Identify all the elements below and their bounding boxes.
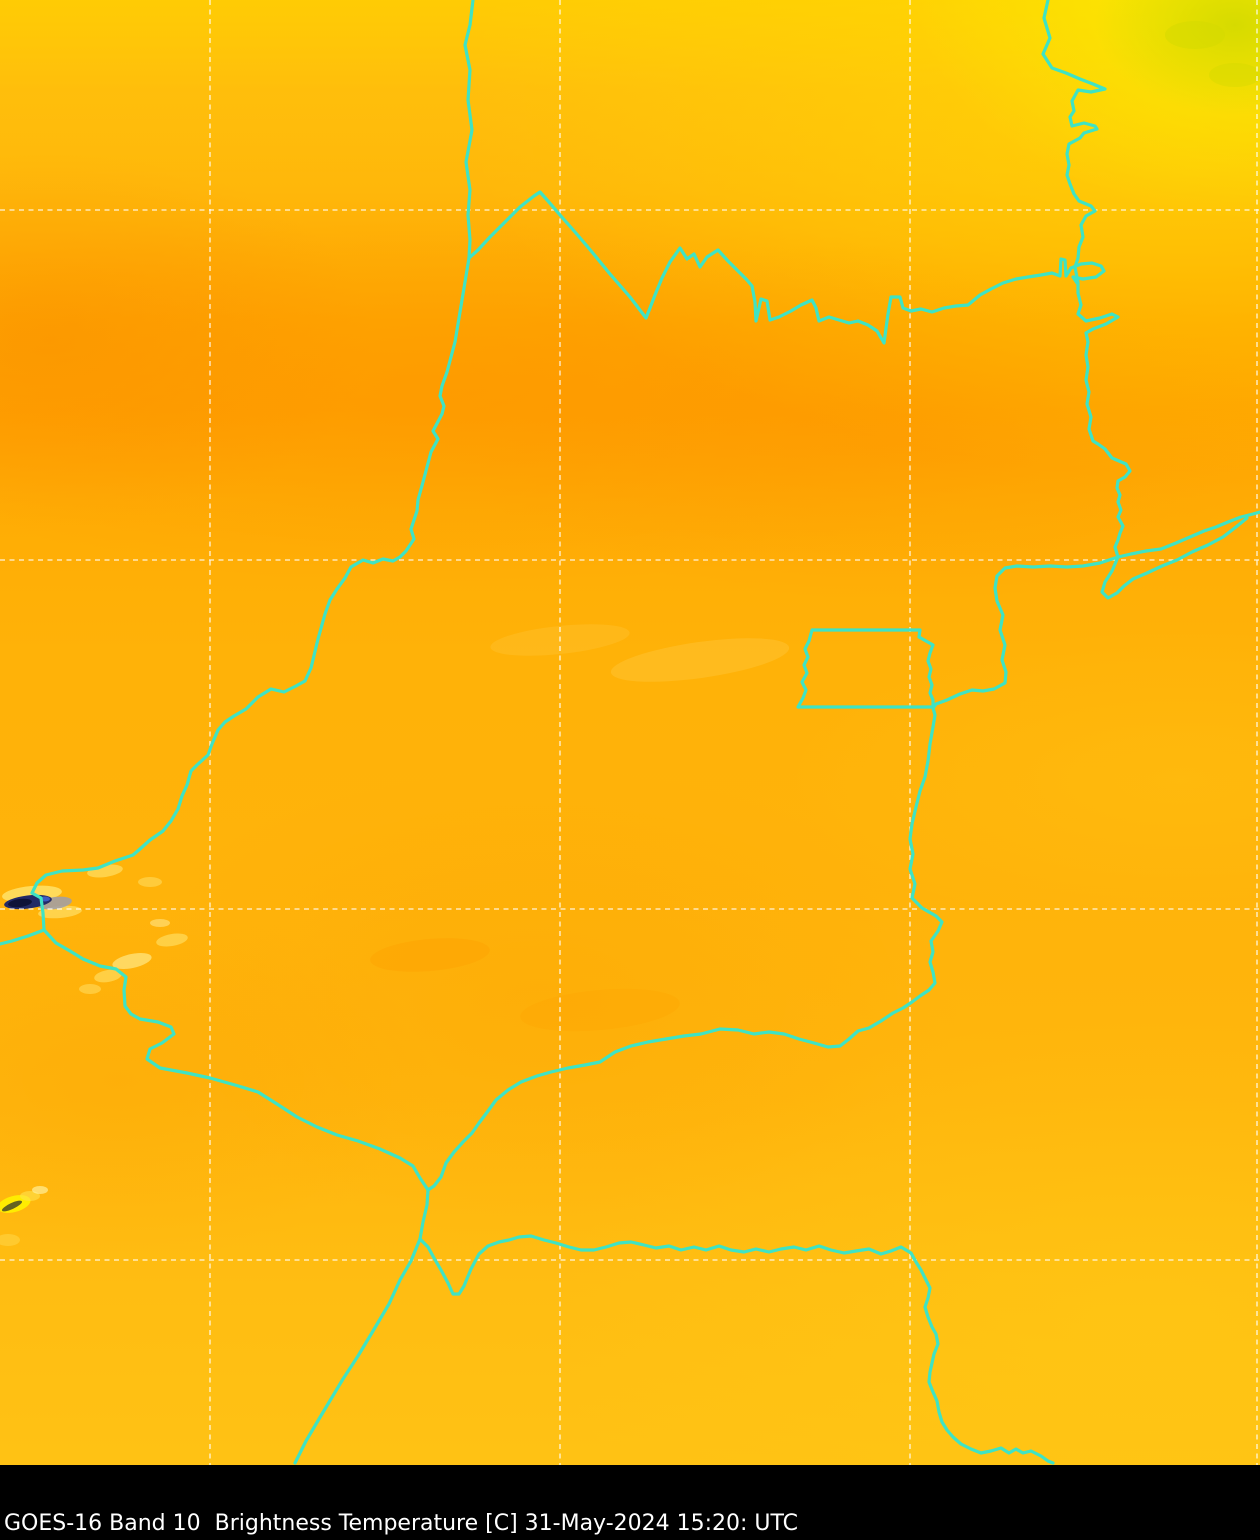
- cloud-spots: [0, 21, 1260, 1246]
- cloud-spot: [610, 638, 790, 682]
- cloud-spot: [1165, 21, 1225, 49]
- cloud-spot: [370, 938, 490, 972]
- east-river: [1041, 0, 1132, 559]
- east-river-sliver: [1100, 516, 1249, 600]
- caption-bar: GOES-16 Band 10 Brightness Temperature […: [0, 1465, 1260, 1540]
- cloud-spot: [156, 933, 188, 947]
- cloud-spot: [94, 969, 122, 983]
- north-state-border: [467, 190, 1106, 345]
- southeast-state-border: [426, 555, 1120, 1192]
- cloud-spot: [112, 952, 152, 970]
- geo-boundaries: [0, 0, 1260, 1465]
- west-state-border: [30, 0, 475, 1465]
- west-border-left-branch: [0, 928, 46, 946]
- cloud-spot: [150, 919, 170, 927]
- cloud-spot: [20, 1191, 40, 1201]
- county-rectangle-border: [796, 628, 935, 709]
- cloud-spot: [32, 1186, 48, 1194]
- cloud-spot: [8, 898, 32, 908]
- cloud-spot: [79, 984, 101, 994]
- cloud-spot: [1209, 63, 1260, 87]
- cloud-spot: [0, 1234, 20, 1246]
- cloud-spot: [138, 877, 162, 887]
- south-river: [418, 1234, 1055, 1465]
- caption-text: GOES-16 Band 10 Brightness Temperature […: [4, 1510, 799, 1536]
- east-border-to-edge: [1116, 510, 1260, 559]
- cloud-spot: [1, 1200, 23, 1212]
- map-overlay: [0, 0, 1260, 1465]
- cloud-spot: [520, 988, 680, 1032]
- latlon-grid: [0, 0, 1260, 1465]
